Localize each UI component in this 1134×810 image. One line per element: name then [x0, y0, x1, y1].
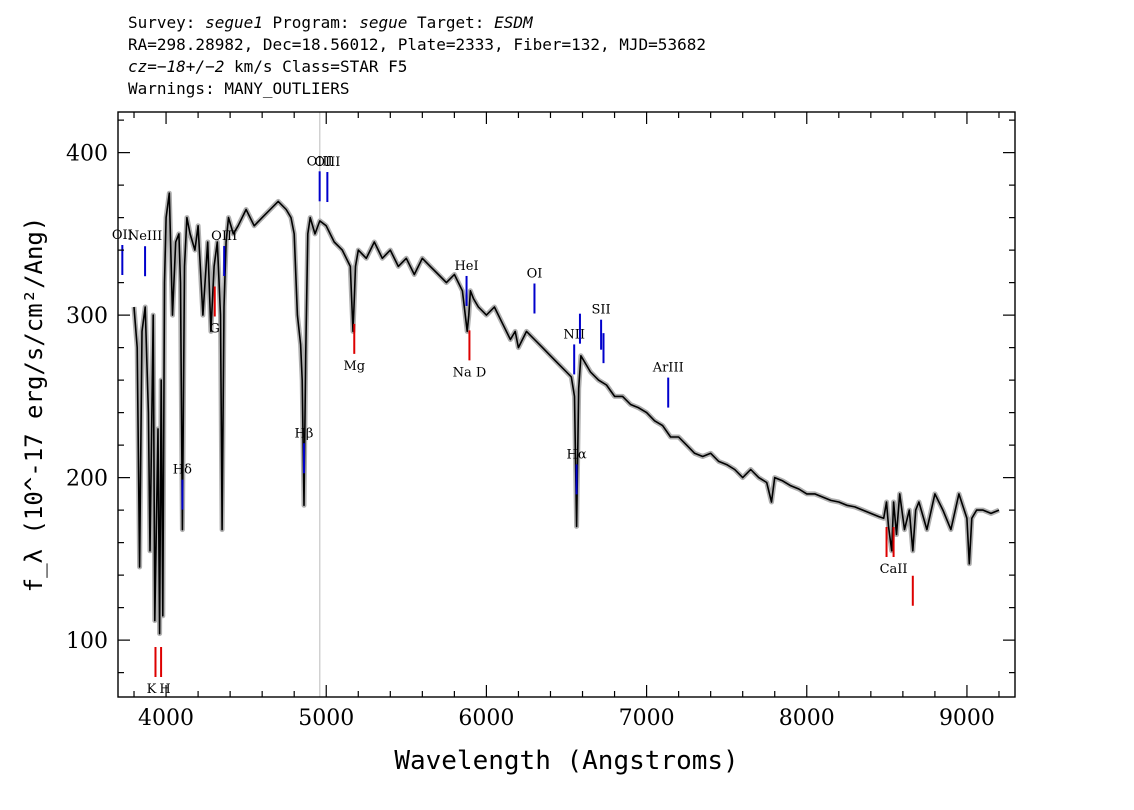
spectrum-line — [133, 192, 1000, 635]
emission-line-label: NeIII — [128, 229, 162, 244]
x-tick-label: 6000 — [458, 706, 514, 731]
y-axis-label: f_λ (10^-17 erg/s/cm²/Ang) — [20, 217, 48, 593]
header-line-coords: RA=298.28982, Dec=18.56012, Plate=2333, … — [128, 35, 706, 54]
header-line-survey: Survey: segue1 Program: segue Target: ES… — [128, 12, 706, 34]
program-label: Program: — [262, 13, 360, 32]
emission-line-label: SII — [592, 303, 611, 318]
x-tick-label: 5000 — [298, 706, 354, 731]
emission-line-label: HeI — [454, 259, 478, 274]
absorption-line-label: H — [159, 682, 170, 697]
target-value: ESDM — [494, 13, 533, 32]
class-text: km/s Class=STAR F5 — [224, 57, 408, 76]
x-tick-label: 8000 — [779, 706, 835, 731]
spectrum-header: Survey: segue1 Program: segue Target: ES… — [128, 12, 706, 100]
emission-line-label: ArIII — [652, 361, 684, 376]
absorption-line-label: K — [147, 682, 157, 697]
absorption-line-label: Na D — [453, 365, 487, 380]
x-tick-label: 7000 — [619, 706, 675, 731]
y-tick-label: 300 — [66, 304, 108, 329]
absorption-line-label: CaII — [880, 562, 908, 577]
plot-frame — [117, 111, 1016, 698]
error-band — [131, 190, 1000, 637]
emission-line-label: NII — [563, 327, 585, 342]
emission-line-label: OIII — [307, 154, 333, 169]
x-axis-label: Wavelength (Angstroms) — [394, 746, 738, 776]
y-tick-label: 100 — [66, 629, 108, 654]
emission-line-label: Hδ — [173, 463, 192, 478]
program-value: segue — [359, 13, 408, 32]
emission-line-label: OIII — [211, 229, 237, 244]
target-label: Target: — [407, 13, 495, 32]
cz-value: −18+/−2 — [156, 57, 225, 76]
survey-value: segue1 — [205, 13, 263, 32]
absorption-line-label: G — [210, 322, 220, 337]
emission-line-label: Hβ — [295, 426, 314, 441]
cz-label: cz= — [128, 57, 157, 76]
emission-line-label: OII — [112, 228, 133, 243]
survey-label: Survey: — [128, 13, 206, 32]
header-line-warnings: Warnings: MANY_OUTLIERS — [128, 79, 350, 98]
emission-line-label: OI — [527, 267, 543, 282]
x-tick-label: 9000 — [939, 706, 995, 731]
y-tick-label: 200 — [66, 467, 108, 492]
y-tick-label: 400 — [66, 142, 108, 167]
absorption-line-label: Mg — [343, 359, 365, 374]
header-line-redshift: cz=−18+/−2 km/s Class=STAR F5 — [128, 56, 706, 78]
x-tick-label: 4000 — [138, 706, 194, 731]
emission-line-label: Hα — [567, 447, 587, 462]
emission-line-label: OIII — [314, 155, 340, 170]
